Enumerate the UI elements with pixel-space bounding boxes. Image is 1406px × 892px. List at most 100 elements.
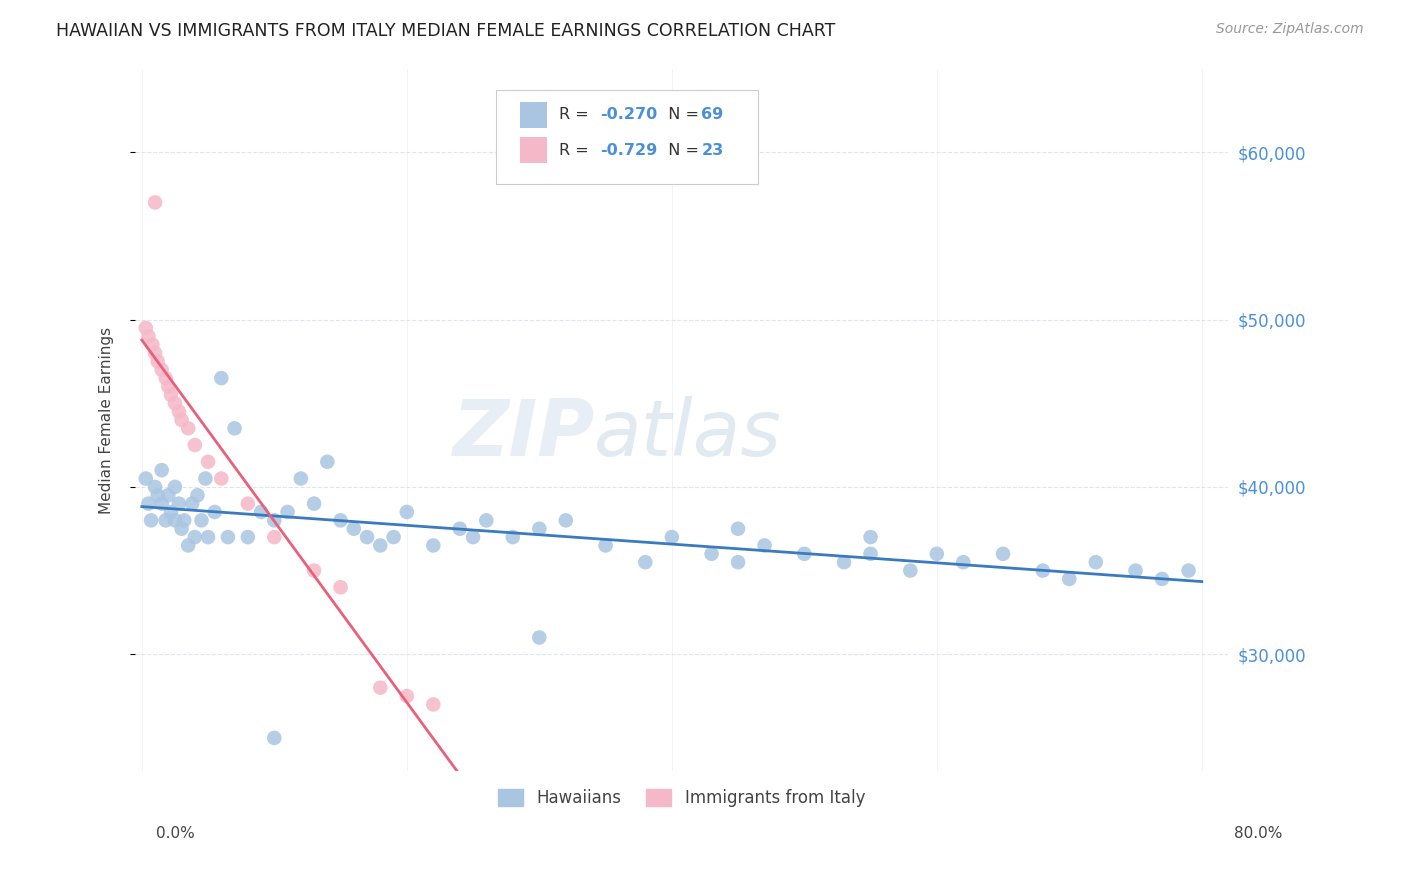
Text: 69: 69 [702, 107, 724, 122]
Text: 0.0%: 0.0% [156, 827, 195, 841]
Point [661, 530, 683, 544]
Point [898, 564, 921, 578]
Point [146, 488, 169, 502]
Point [170, 522, 193, 536]
Point [157, 379, 180, 393]
Point [157, 488, 180, 502]
Legend: Hawaiians, Immigrants from Italy: Hawaiians, Immigrants from Italy [489, 780, 873, 816]
Point [925, 547, 948, 561]
Y-axis label: Median Female Earnings: Median Female Earnings [100, 326, 114, 514]
Text: R =: R = [560, 143, 595, 158]
Bar [520, 136, 547, 163]
Point [186, 488, 208, 502]
Point [167, 404, 190, 418]
Point [634, 555, 657, 569]
Point [422, 698, 444, 712]
Point [395, 505, 418, 519]
Point [194, 471, 217, 485]
Point [155, 371, 177, 385]
Point [422, 539, 444, 553]
Point [356, 530, 378, 544]
Point [138, 329, 160, 343]
Point [952, 555, 974, 569]
Text: 23: 23 [702, 143, 724, 158]
Point [859, 547, 882, 561]
Point [141, 337, 163, 351]
Point [177, 539, 200, 553]
Text: N =: N = [658, 143, 704, 158]
Bar [520, 102, 547, 128]
Point [302, 497, 325, 511]
Point [163, 396, 186, 410]
Point [263, 731, 285, 745]
Point [150, 363, 173, 377]
Text: ZIP: ZIP [453, 396, 595, 472]
Text: N =: N = [658, 107, 704, 122]
Text: -0.729: -0.729 [600, 143, 657, 158]
Point [832, 555, 855, 569]
Point [217, 530, 239, 544]
Point [368, 539, 391, 553]
Point [502, 530, 524, 544]
Point [160, 505, 183, 519]
Point [263, 530, 285, 544]
Point [143, 480, 166, 494]
Point [209, 471, 232, 485]
Point [395, 689, 418, 703]
Point [224, 421, 246, 435]
Point [139, 513, 162, 527]
Point [1150, 572, 1173, 586]
Point [236, 530, 259, 544]
FancyBboxPatch shape [496, 89, 758, 185]
Point [167, 497, 190, 511]
Point [163, 480, 186, 494]
Point [727, 522, 749, 536]
Point [170, 413, 193, 427]
Point [1125, 564, 1147, 578]
Point [173, 513, 195, 527]
Point [150, 497, 173, 511]
Text: R =: R = [560, 107, 595, 122]
Text: atlas: atlas [595, 396, 782, 472]
Point [461, 530, 484, 544]
Text: HAWAIIAN VS IMMIGRANTS FROM ITALY MEDIAN FEMALE EARNINGS CORRELATION CHART: HAWAIIAN VS IMMIGRANTS FROM ITALY MEDIAN… [56, 22, 835, 40]
Point [329, 580, 352, 594]
Text: 80.0%: 80.0% [1234, 827, 1282, 841]
Point [1059, 572, 1081, 586]
Point [475, 513, 498, 527]
Text: Source: ZipAtlas.com: Source: ZipAtlas.com [1216, 22, 1364, 37]
Point [163, 513, 186, 527]
Point [135, 321, 157, 335]
Point [1084, 555, 1107, 569]
Point [595, 539, 617, 553]
Point [143, 346, 166, 360]
Point [793, 547, 815, 561]
Point [250, 505, 273, 519]
Point [700, 547, 723, 561]
Point [138, 497, 160, 511]
Point [529, 631, 551, 645]
Point [263, 513, 285, 527]
Text: -0.270: -0.270 [600, 107, 657, 122]
Point [181, 497, 204, 511]
Point [135, 471, 157, 485]
Point [727, 555, 749, 569]
Point [177, 421, 200, 435]
Point [316, 455, 339, 469]
Point [1032, 564, 1054, 578]
Point [368, 681, 391, 695]
Point [329, 513, 352, 527]
Point [382, 530, 405, 544]
Point [754, 539, 776, 553]
Point [209, 371, 232, 385]
Point [290, 471, 312, 485]
Point [1177, 564, 1199, 578]
Point [236, 497, 259, 511]
Point [343, 522, 366, 536]
Point [184, 438, 207, 452]
Point [184, 530, 207, 544]
Point [449, 522, 471, 536]
Point [302, 564, 325, 578]
Point [143, 195, 166, 210]
Point [529, 522, 551, 536]
